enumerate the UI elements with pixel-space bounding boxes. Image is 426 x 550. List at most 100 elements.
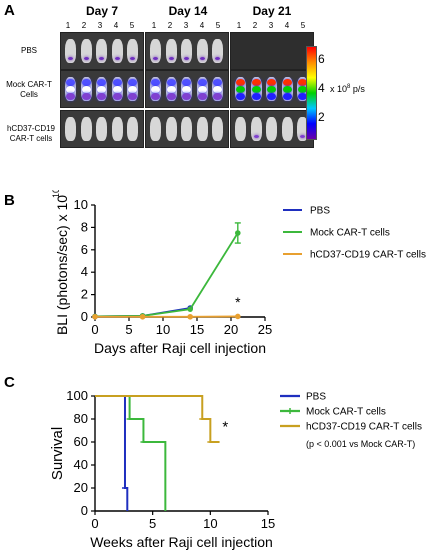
mouse-silhouette	[281, 117, 293, 141]
bli-image-tile	[60, 32, 144, 70]
bli-image-tile	[60, 70, 144, 108]
row-label-line: hCD37-CD19	[6, 124, 56, 133]
bli-signal-blob	[97, 86, 106, 93]
x-tick-label: 10	[156, 322, 170, 337]
y-axis-label: Survival	[49, 427, 66, 480]
x-tick-label: 25	[258, 322, 272, 337]
day-21-header: Day 21	[252, 4, 292, 18]
p-value-note: (p < 0.001 vs Mock CAR-T)	[306, 439, 415, 449]
bli-signal-blob	[197, 86, 207, 93]
y-tick-label: 2	[81, 287, 88, 302]
mouse-silhouette	[65, 117, 76, 141]
x-tick-label: 0	[91, 516, 98, 531]
x-axis-label: Days after Raji cell injection	[94, 340, 266, 356]
bli-signal-blob	[300, 135, 305, 138]
bli-signal-blob	[97, 93, 106, 100]
data-point	[187, 313, 193, 320]
bli-signal-blob	[166, 86, 176, 93]
bli-signal-blob	[182, 86, 191, 93]
bli-signal-blob	[282, 93, 292, 100]
bli-image-tile	[145, 70, 229, 108]
bli-line-chart: 0 5 10 15 20 25 0 2 4 6 8 10 Days after Raji cell in…	[51, 190, 426, 356]
mouse-number: 4	[284, 21, 290, 30]
x-axis-label: Weeks after Raji cell injection	[90, 534, 273, 550]
row-label-line: Cells	[20, 90, 38, 99]
bli-signal-blob	[267, 86, 276, 93]
mouse-silhouette	[96, 117, 107, 141]
mouse-number: 2	[252, 21, 258, 30]
row-label-hcd37: hCD37-CD19 CAR-T cells	[2, 124, 60, 144]
mouse-number: 3	[97, 21, 103, 30]
bli-signal-blob	[66, 93, 75, 100]
bli-signal-blob	[151, 86, 160, 93]
mouse-number: 2	[167, 21, 173, 30]
data-point	[235, 230, 241, 236]
bli-signal-blob	[97, 79, 106, 86]
bli-signal-blob	[199, 57, 205, 60]
mouse-number: 4	[113, 21, 119, 30]
y-tick-label: 80	[74, 411, 88, 426]
y-axis-label: BLI (photons/sec) x 10	[54, 195, 70, 335]
y-axis-label-exponent: 10	[51, 190, 61, 198]
x-tick-label: 0	[91, 322, 98, 337]
bli-signal-blob	[282, 79, 292, 86]
x-tick-label: 5	[125, 322, 132, 337]
mouse-number: 3	[268, 21, 274, 30]
bli-signal-blob	[168, 57, 174, 60]
data-point	[235, 313, 241, 320]
bli-image-tile	[145, 110, 229, 148]
x-tick-label: 20	[224, 322, 238, 337]
panel-b-letter: B	[4, 192, 15, 209]
bli-signal-blob	[253, 135, 259, 138]
data-point	[139, 313, 146, 320]
y-tick-label: 8	[81, 219, 88, 234]
bli-image-tile	[145, 32, 229, 70]
mouse-silhouette	[212, 39, 223, 63]
y-tick-label: 0	[81, 309, 88, 324]
mouse-silhouette	[127, 39, 138, 63]
bli-signal-blob	[66, 79, 75, 86]
y-tick-label: 100	[66, 388, 88, 403]
bli-signal-blob	[99, 57, 104, 60]
y-tick-label: 6	[81, 242, 88, 257]
y-tick-label: 40	[74, 457, 88, 472]
bli-image-tile	[230, 70, 314, 108]
bli-signal-blob	[298, 79, 307, 86]
colorbar-unit-suffix: p/s	[350, 84, 365, 94]
mouse-number: 1	[236, 21, 242, 30]
bli-signal-blob	[236, 86, 245, 93]
survival-curve	[95, 395, 129, 511]
bli-signal-blob	[112, 93, 122, 100]
bli-signal-blob	[213, 93, 222, 100]
day-14-header: Day 14	[168, 4, 208, 18]
colorbar	[306, 46, 317, 140]
mouse-silhouette	[165, 39, 177, 63]
mouse-silhouette	[96, 39, 107, 63]
x-tick-label: 5	[149, 516, 156, 531]
bli-image-tile	[230, 32, 314, 70]
bli-signal-blob	[236, 79, 245, 86]
bli-signal-blob	[81, 93, 91, 100]
mouse-number: 1	[151, 21, 157, 30]
bli-signal-blob	[128, 86, 137, 93]
mouse-silhouette	[196, 39, 208, 63]
bli-signal-blob	[213, 86, 222, 93]
series-line	[94, 232, 239, 318]
bli-signal-blob	[153, 57, 158, 60]
bli-signal-blob	[182, 79, 191, 86]
panel-a-letter: A	[4, 2, 15, 19]
mouse-silhouette	[196, 117, 208, 141]
bli-signal-blob	[112, 86, 122, 93]
bli-signal-blob	[182, 93, 191, 100]
bli-signal-blob	[166, 79, 176, 86]
colorbar-unit: x 108 p/s	[330, 84, 365, 94]
row-label-mock: Mock CAR-T Cells	[2, 80, 56, 100]
legend-label: PBS	[310, 206, 330, 217]
bli-signal-blob	[197, 79, 207, 86]
bli-signal-blob	[151, 93, 160, 100]
bli-signal-blob	[197, 93, 207, 100]
mouse-silhouette	[297, 117, 308, 141]
mouse-silhouette	[65, 39, 76, 63]
legend-label: PBS	[306, 392, 326, 403]
x-tick-label: 15	[261, 516, 275, 531]
